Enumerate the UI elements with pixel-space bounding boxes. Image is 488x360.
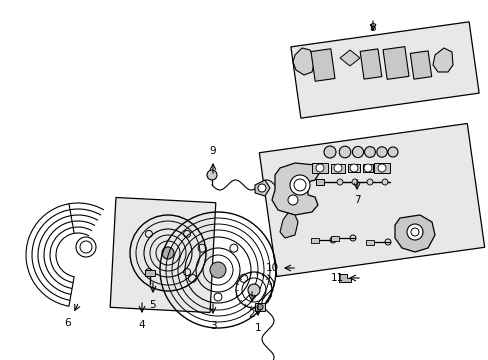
Circle shape <box>324 146 335 158</box>
Bar <box>290 22 478 118</box>
Circle shape <box>336 179 342 185</box>
Bar <box>330 235 338 240</box>
Polygon shape <box>292 48 314 75</box>
Bar <box>373 163 389 173</box>
Bar <box>110 197 215 312</box>
Polygon shape <box>271 163 319 215</box>
Circle shape <box>209 262 225 278</box>
Bar <box>310 49 334 81</box>
Text: 10: 10 <box>265 263 278 273</box>
Text: 6: 6 <box>64 318 71 328</box>
Circle shape <box>162 247 174 259</box>
Bar <box>382 46 408 80</box>
Bar <box>347 164 359 172</box>
Circle shape <box>287 195 297 205</box>
Circle shape <box>315 164 324 172</box>
Polygon shape <box>432 48 452 72</box>
Circle shape <box>351 179 357 185</box>
Text: 5: 5 <box>149 300 156 310</box>
Text: 4: 4 <box>139 320 145 330</box>
Circle shape <box>363 164 371 172</box>
Circle shape <box>339 146 350 158</box>
Bar <box>362 164 372 172</box>
Bar <box>359 49 381 79</box>
Bar <box>311 163 327 173</box>
Bar <box>365 239 373 244</box>
Bar <box>315 179 324 185</box>
Circle shape <box>76 237 96 257</box>
Circle shape <box>333 164 341 172</box>
Circle shape <box>381 179 387 185</box>
Text: 9: 9 <box>209 146 216 156</box>
Polygon shape <box>280 213 297 238</box>
Polygon shape <box>394 215 434 252</box>
Circle shape <box>206 170 217 180</box>
Circle shape <box>387 147 397 157</box>
Polygon shape <box>339 50 359 66</box>
Bar <box>409 51 431 79</box>
Circle shape <box>364 147 375 157</box>
Polygon shape <box>145 270 155 276</box>
Polygon shape <box>254 303 264 311</box>
Text: 1: 1 <box>254 323 261 333</box>
Bar <box>310 238 318 243</box>
Circle shape <box>349 164 357 172</box>
Text: 8: 8 <box>369 23 376 33</box>
Circle shape <box>366 179 372 185</box>
Circle shape <box>352 147 363 158</box>
Text: 7: 7 <box>353 195 360 205</box>
Circle shape <box>289 175 309 195</box>
Text: 3: 3 <box>209 321 216 331</box>
Text: 2: 2 <box>248 309 255 319</box>
Circle shape <box>257 304 263 310</box>
Circle shape <box>377 164 385 172</box>
Bar <box>259 123 484 276</box>
Polygon shape <box>254 180 269 196</box>
Circle shape <box>406 224 422 240</box>
Text: 11: 11 <box>330 273 343 283</box>
Bar <box>330 163 345 172</box>
Circle shape <box>258 184 265 192</box>
Circle shape <box>376 147 386 157</box>
Circle shape <box>247 284 260 296</box>
Polygon shape <box>338 274 350 282</box>
